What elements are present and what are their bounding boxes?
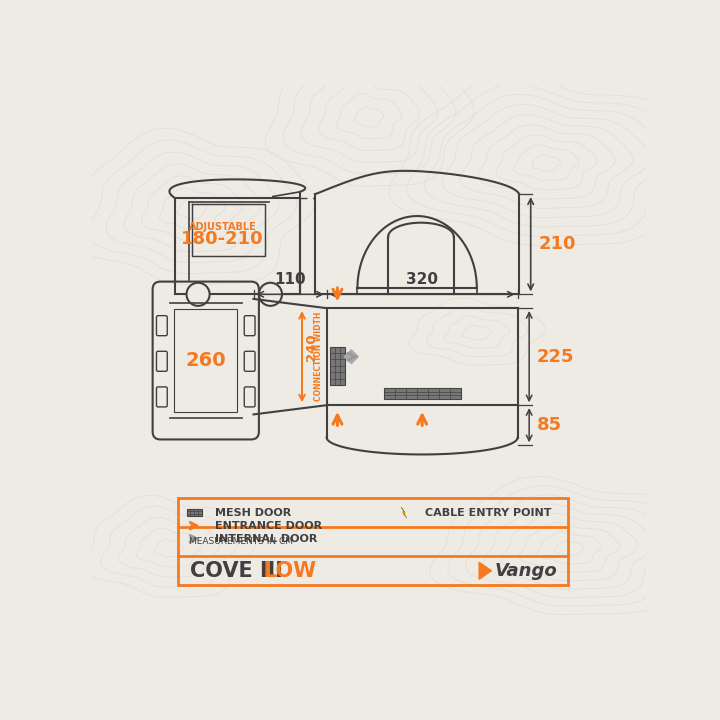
Text: 180-210: 180-210 bbox=[181, 230, 264, 248]
Bar bbox=[384, 388, 461, 399]
Text: 85: 85 bbox=[537, 416, 562, 434]
Text: CABLE ENTRY POINT: CABLE ENTRY POINT bbox=[426, 508, 552, 518]
Text: Vango: Vango bbox=[495, 562, 557, 580]
Polygon shape bbox=[401, 507, 407, 518]
Text: INTERNAL DOOR: INTERNAL DOOR bbox=[215, 534, 318, 544]
Text: 240: 240 bbox=[305, 333, 318, 361]
Bar bbox=[174, 309, 238, 413]
Text: ADJUSTABLE: ADJUSTABLE bbox=[189, 222, 256, 233]
Bar bbox=[330, 346, 345, 385]
Polygon shape bbox=[344, 350, 359, 364]
Text: 110: 110 bbox=[274, 272, 306, 287]
Text: COVE III: COVE III bbox=[190, 561, 290, 581]
Bar bbox=[186, 509, 202, 516]
Text: 260: 260 bbox=[186, 351, 226, 370]
Text: MEASUREMENTS IN CM: MEASUREMENTS IN CM bbox=[189, 537, 293, 546]
Circle shape bbox=[259, 283, 282, 306]
Circle shape bbox=[186, 283, 210, 306]
Text: 210: 210 bbox=[539, 235, 576, 253]
Text: LOW: LOW bbox=[264, 561, 317, 581]
Text: ENTRANCE DOOR: ENTRANCE DOOR bbox=[215, 521, 322, 531]
Text: 320: 320 bbox=[406, 272, 438, 287]
Text: MESH DOOR: MESH DOOR bbox=[215, 508, 292, 518]
Bar bbox=[178, 498, 567, 585]
Polygon shape bbox=[479, 562, 492, 579]
Text: 225: 225 bbox=[537, 348, 575, 366]
Text: CONNECTION WIDTH: CONNECTION WIDTH bbox=[315, 312, 323, 401]
